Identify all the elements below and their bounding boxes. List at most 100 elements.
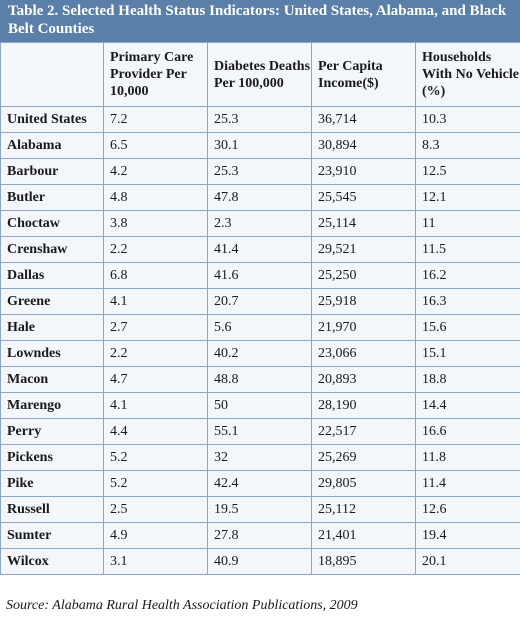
diabetes-deaths-cell: 20.7 (207, 288, 312, 315)
no-vehicle-cell: 12.5 (415, 158, 520, 185)
health-indicators-table: Primary Care Provider Per 10,000 Diabete… (0, 42, 520, 575)
diabetes-deaths-cell: 30.1 (207, 132, 312, 159)
no-vehicle-cell: 10.3 (415, 106, 520, 133)
income-cell: 29,805 (311, 470, 416, 497)
area-name-cell: Macon (0, 366, 104, 393)
table-row: Pike 5.2 42.4 29,805 11.4 (0, 470, 520, 497)
income-cell: 22,517 (311, 418, 416, 445)
primary-care-cell: 3.1 (103, 548, 208, 575)
income-cell: 21,970 (311, 314, 416, 341)
income-cell: 36,714 (311, 106, 416, 133)
no-vehicle-cell: 11.8 (415, 444, 520, 471)
area-name-cell: Russell (0, 496, 104, 523)
primary-care-cell: 3.8 (103, 210, 208, 237)
table-row: Barbour 4.2 25.3 23,910 12.5 (0, 158, 520, 185)
diabetes-deaths-cell: 40.9 (207, 548, 312, 575)
table-row: Alabama 6.5 30.1 30,894 8.3 (0, 132, 520, 159)
table-row: Russell 2.5 19.5 25,112 12.6 (0, 496, 520, 523)
table-row: Perry 4.4 55.1 22,517 16.6 (0, 418, 520, 445)
income-cell: 30,894 (311, 132, 416, 159)
header-cell-area (0, 42, 104, 107)
header-cell-per-capita-income: Per Capita Income($) (311, 42, 416, 107)
table-row: Lowndes 2.2 40.2 23,066 15.1 (0, 340, 520, 367)
area-name-cell: Lowndes (0, 340, 104, 367)
income-cell: 23,066 (311, 340, 416, 367)
table-body: United States 7.2 25.3 36,714 10.3 Alabama 6.5… (0, 106, 520, 575)
income-cell: 29,521 (311, 236, 416, 263)
area-name-cell: Barbour (0, 158, 104, 185)
table-row: Greene 4.1 20.7 25,918 16.3 (0, 288, 520, 315)
diabetes-deaths-cell: 50 (207, 392, 312, 419)
primary-care-cell: 2.5 (103, 496, 208, 523)
income-cell: 23,910 (311, 158, 416, 185)
diabetes-deaths-cell: 42.4 (207, 470, 312, 497)
area-name-cell: Hale (0, 314, 104, 341)
diabetes-deaths-cell: 27.8 (207, 522, 312, 549)
no-vehicle-cell: 19.4 (415, 522, 520, 549)
table-row: Pickens 5.2 32 25,269 11.8 (0, 444, 520, 471)
income-cell: 25,918 (311, 288, 416, 315)
income-cell: 20,893 (311, 366, 416, 393)
no-vehicle-cell: 11 (415, 210, 520, 237)
area-name-cell: Choctaw (0, 210, 104, 237)
no-vehicle-cell: 15.6 (415, 314, 520, 341)
area-name-cell: Greene (0, 288, 104, 315)
primary-care-cell: 4.1 (103, 392, 208, 419)
table-row: United States 7.2 25.3 36,714 10.3 (0, 106, 520, 133)
diabetes-deaths-cell: 19.5 (207, 496, 312, 523)
diabetes-deaths-cell: 25.3 (207, 158, 312, 185)
no-vehicle-cell: 12.1 (415, 184, 520, 211)
primary-care-cell: 4.4 (103, 418, 208, 445)
table-row: Butler 4.8 47.8 25,545 12.1 (0, 184, 520, 211)
header-cell-diabetes-deaths: Diabetes Deaths Per 100,000 (207, 42, 312, 107)
no-vehicle-cell: 14.4 (415, 392, 520, 419)
income-cell: 25,114 (311, 210, 416, 237)
diabetes-deaths-cell: 2.3 (207, 210, 312, 237)
diabetes-deaths-cell: 5.6 (207, 314, 312, 341)
primary-care-cell: 6.8 (103, 262, 208, 289)
area-name-cell: United States (0, 106, 104, 133)
primary-care-cell: 4.7 (103, 366, 208, 393)
primary-care-cell: 2.2 (103, 236, 208, 263)
area-name-cell: Butler (0, 184, 104, 211)
table-row: Dallas 6.8 41.6 25,250 16.2 (0, 262, 520, 289)
area-name-cell: Alabama (0, 132, 104, 159)
diabetes-deaths-cell: 55.1 (207, 418, 312, 445)
primary-care-cell: 7.2 (103, 106, 208, 133)
primary-care-cell: 6.5 (103, 132, 208, 159)
header-cell-primary-care: Primary Care Provider Per 10,000 (103, 42, 208, 107)
table-title: Table 2. Selected Health Status Indicato… (0, 0, 520, 42)
no-vehicle-cell: 11.5 (415, 236, 520, 263)
area-name-cell: Dallas (0, 262, 104, 289)
income-cell: 21,401 (311, 522, 416, 549)
no-vehicle-cell: 16.6 (415, 418, 520, 445)
primary-care-cell: 4.8 (103, 184, 208, 211)
no-vehicle-cell: 18.8 (415, 366, 520, 393)
table-row: Marengo 4.1 50 28,190 14.4 (0, 392, 520, 419)
income-cell: 25,112 (311, 496, 416, 523)
no-vehicle-cell: 15.1 (415, 340, 520, 367)
primary-care-cell: 5.2 (103, 444, 208, 471)
table-row: Hale 2.7 5.6 21,970 15.6 (0, 314, 520, 341)
income-cell: 25,545 (311, 184, 416, 211)
area-name-cell: Wilcox (0, 548, 104, 575)
income-cell: 28,190 (311, 392, 416, 419)
table-row: Wilcox 3.1 40.9 18,895 20.1 (0, 548, 520, 575)
income-cell: 18,895 (311, 548, 416, 575)
primary-care-cell: 5.2 (103, 470, 208, 497)
source-note: Source: Alabama Rural Health Association… (6, 598, 358, 613)
income-cell: 25,250 (311, 262, 416, 289)
diabetes-deaths-cell: 41.6 (207, 262, 312, 289)
diabetes-deaths-cell: 48.8 (207, 366, 312, 393)
income-cell: 25,269 (311, 444, 416, 471)
diabetes-deaths-cell: 25.3 (207, 106, 312, 133)
table-header: Primary Care Provider Per 10,000 Diabete… (0, 42, 520, 107)
primary-care-cell: 4.1 (103, 288, 208, 315)
area-name-cell: Pike (0, 470, 104, 497)
diabetes-deaths-cell: 41.4 (207, 236, 312, 263)
area-name-cell: Crenshaw (0, 236, 104, 263)
no-vehicle-cell: 16.2 (415, 262, 520, 289)
no-vehicle-cell: 20.1 (415, 548, 520, 575)
no-vehicle-cell: 12.6 (415, 496, 520, 523)
